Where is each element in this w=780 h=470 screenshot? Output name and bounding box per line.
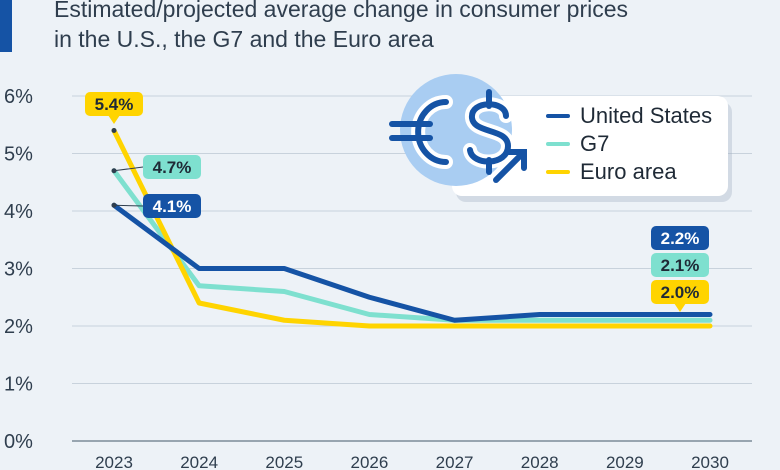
- legend-label-g7: G7: [580, 131, 610, 156]
- legend-item-g7: G7: [546, 131, 610, 156]
- y-tick-label: 4%: [4, 201, 33, 223]
- y-tick-label: 0%: [4, 431, 33, 453]
- callout-box: [651, 253, 709, 277]
- callout-box: [85, 92, 143, 116]
- legend-item-euro-area: Euro area: [546, 159, 677, 184]
- data-label: 5.4%: [95, 95, 134, 114]
- data-label: 2.0%: [661, 283, 700, 302]
- series-start-dot-euro-area: [111, 128, 117, 133]
- data-label: 4.7%: [153, 158, 192, 177]
- euro-dollar-arrow-icon: [389, 74, 527, 186]
- callout-pointer: [108, 115, 120, 124]
- x-tick-label: 2025: [265, 453, 303, 470]
- legend-swatch-united-states: [546, 114, 570, 118]
- callout-box: [143, 194, 201, 218]
- x-tick-label: 2029: [606, 453, 644, 470]
- title-accent-bar: [0, 0, 12, 52]
- series-line-g7: [111, 168, 713, 323]
- chart-title-line-2: in the U.S., the G7 and the Euro area: [54, 26, 434, 52]
- x-tick-label: 2026: [351, 453, 389, 470]
- callout-box: [143, 155, 201, 179]
- y-tick-label: 2%: [4, 316, 33, 338]
- y-tick-label: 1%: [4, 374, 33, 396]
- data-label: 2.2%: [661, 229, 700, 248]
- x-tick-label: 2027: [436, 453, 474, 470]
- y-tick-label: 6%: [4, 86, 33, 108]
- y-tick-label: 3%: [4, 259, 33, 281]
- x-tick-label: 2023: [95, 453, 133, 470]
- x-tick-label: 2024: [180, 453, 218, 470]
- callout-box: [651, 226, 709, 250]
- callout-box: [651, 280, 709, 304]
- callout-pointer: [674, 303, 686, 312]
- legend-label-united-states: United States: [580, 103, 713, 128]
- callout-leader-line: [113, 166, 144, 172]
- data-label: 2.1%: [661, 256, 700, 275]
- legend-item-united-states: United States: [546, 103, 713, 128]
- chart-title-line-1: Estimated/projected average change in co…: [54, 0, 629, 22]
- x-tick-label: 2030: [691, 453, 729, 470]
- legend-label-euro-area: Euro area: [580, 159, 677, 184]
- chart-title: Estimated/projected average change in co…: [54, 0, 754, 54]
- y-tick-label: 5%: [4, 144, 33, 166]
- data-label: 4.1%: [153, 197, 192, 216]
- series-line-euro-area: [111, 128, 713, 329]
- legend-swatch-euro-area: [546, 170, 570, 174]
- callout-leader-line: [113, 204, 144, 207]
- x-tick-label: 2028: [521, 453, 559, 470]
- legend-swatch-g7: [546, 142, 570, 146]
- series-line-united-states: [111, 202, 713, 323]
